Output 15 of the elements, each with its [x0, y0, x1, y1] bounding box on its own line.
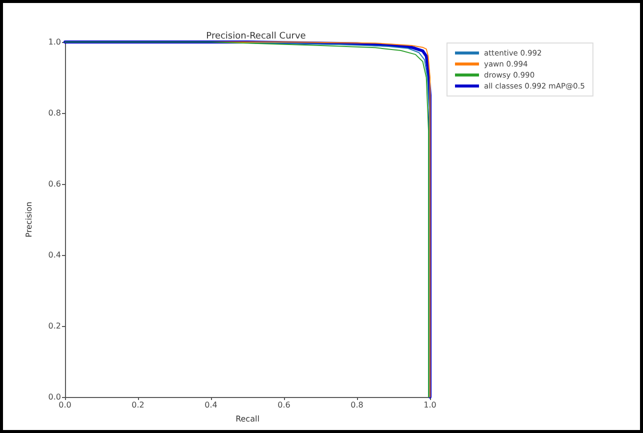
x-tick-label: 0.0 [58, 400, 72, 410]
y-axis-title: Precision [24, 202, 34, 238]
x-tick-label: 0.2 [132, 400, 144, 410]
y-tick-label: 0.8 [48, 108, 61, 118]
y-tick-label: 0.0 [48, 392, 61, 402]
x-tick-label: 0.4 [204, 400, 218, 410]
x-tick-label: 0.8 [350, 400, 364, 410]
x-tick-label: 1.0 [424, 400, 436, 410]
y-tick-label: 0.2 [48, 322, 61, 330]
y-tick-label: 1.0 [48, 38, 61, 46]
y-tick-label: 0.4 [48, 250, 61, 260]
y-tick-label: 0.6 [48, 180, 61, 188]
x-tick-label: 0.6 [278, 400, 290, 410]
chart-title: Precision-Recall Curve [206, 32, 306, 42]
x-axis-title: Recall [236, 414, 260, 424]
